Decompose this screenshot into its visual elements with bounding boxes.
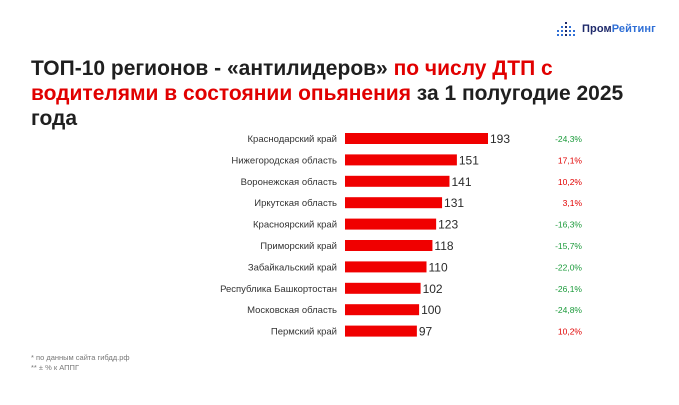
bar bbox=[345, 197, 443, 209]
category-label: Приморский край bbox=[260, 241, 337, 252]
value-label: 97 bbox=[419, 325, 433, 339]
brand-name-part1: Пром bbox=[582, 23, 612, 35]
source-note: * по данным сайта гибдд.рф bbox=[31, 353, 130, 362]
bar bbox=[345, 240, 433, 251]
category-label: Иркутская область bbox=[254, 198, 337, 209]
category-label: Пермский край bbox=[271, 327, 337, 338]
bar bbox=[345, 154, 457, 166]
bar bbox=[345, 218, 437, 230]
value-label: 110 bbox=[429, 260, 448, 274]
bar bbox=[345, 261, 427, 273]
category-label: Красноярский край bbox=[253, 220, 337, 231]
bar-chart: Краснодарский край 193 -24,3% Нижегородская… bbox=[220, 132, 583, 339]
footnotes: * по данным сайта гибдд.рф ** ± % к АППГ bbox=[31, 353, 130, 373]
change-label: -16,3% bbox=[555, 220, 582, 230]
title-highlight: по числу ДТП с водителями в состоянии оп… bbox=[31, 57, 553, 105]
category-label: Нижегородская область bbox=[231, 155, 337, 166]
category-label: Забайкальский край bbox=[248, 262, 337, 273]
category-label: Воронежская область bbox=[241, 177, 337, 188]
page-title: ТОП-10 регионов - «антилидеров» по числу… bbox=[31, 56, 651, 131]
change-label: -26,1% bbox=[555, 284, 582, 294]
bar-chart-icon bbox=[557, 22, 575, 36]
bar bbox=[345, 133, 488, 144]
change-label: -24,8% bbox=[555, 305, 582, 315]
change-label: -15,7% bbox=[555, 241, 582, 251]
change-label: 10,2% bbox=[558, 177, 583, 187]
title-part1: ТОП-10 регионов - «антилидеров» bbox=[31, 57, 388, 80]
bar bbox=[345, 175, 450, 187]
change-label: 17,1% bbox=[558, 155, 583, 165]
value-label: 151 bbox=[459, 153, 479, 167]
change-label: -24,3% bbox=[555, 134, 582, 144]
bar bbox=[345, 325, 417, 337]
title-part3: за 1 полугодие 2025 года bbox=[31, 82, 624, 130]
value-label: 123 bbox=[438, 218, 458, 232]
value-label: 100 bbox=[421, 303, 441, 317]
value-label: 193 bbox=[490, 132, 510, 146]
category-label: Республика Башкортостан bbox=[220, 284, 337, 295]
value-label: 141 bbox=[451, 175, 471, 189]
change-note: ** ± % к АППГ bbox=[31, 363, 79, 372]
brand-name-part2: Рейтинг bbox=[611, 23, 656, 35]
value-label: 102 bbox=[423, 282, 443, 296]
category-label: Московская область bbox=[247, 305, 337, 316]
value-label: 118 bbox=[434, 239, 453, 253]
value-label: 131 bbox=[444, 196, 464, 210]
change-label: -22,0% bbox=[555, 262, 582, 272]
change-label: 10,2% bbox=[558, 327, 583, 337]
change-label: 3,1% bbox=[563, 198, 583, 208]
bar bbox=[345, 304, 420, 316]
brand-name: ПромРейтинг bbox=[582, 23, 656, 35]
brand-logo: ПромРейтинг bbox=[556, 20, 656, 38]
category-label: Краснодарский край bbox=[248, 134, 337, 145]
bar bbox=[345, 282, 421, 294]
